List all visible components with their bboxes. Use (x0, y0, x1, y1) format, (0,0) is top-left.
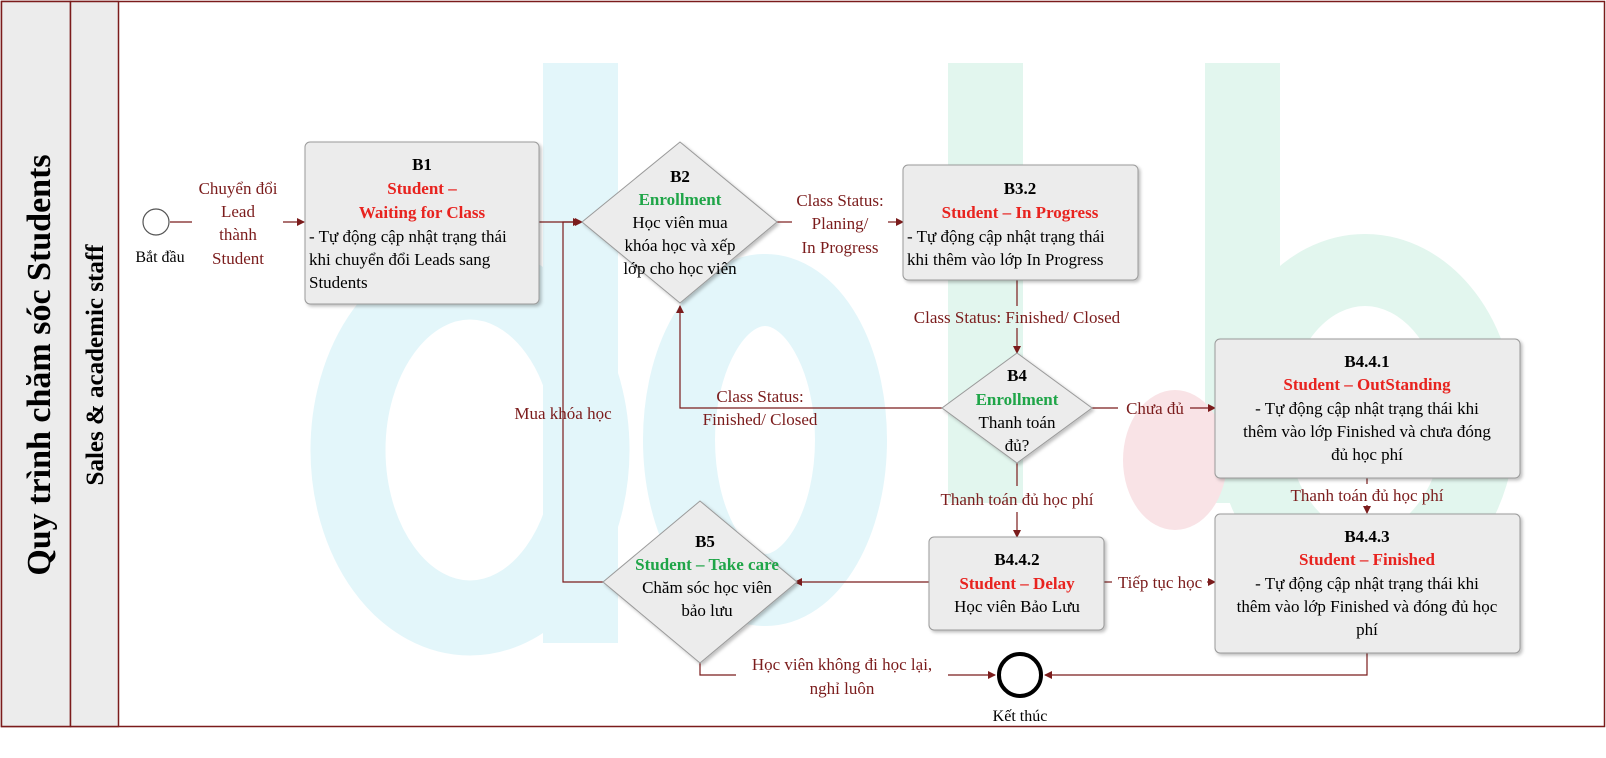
b443-desc-2: thêm vào lớp Finished và đóng đủ học (1237, 597, 1498, 616)
connector-b5-down (699, 663, 736, 676)
label-not-enough: Chưa đủ (1126, 399, 1184, 418)
start-event[interactable] (142, 208, 170, 236)
label-convert-2: Lead (221, 202, 255, 221)
b443-desc-1: - Tự động cập nhật trạng thái khi (1255, 574, 1479, 593)
b4-desc-1: Thanh toán (979, 413, 1056, 432)
b4-title: Enrollment (976, 390, 1059, 409)
task-b1[interactable]: B1 Student – Waiting for Class - Tự động… (304, 141, 540, 305)
task-b4-4-1[interactable]: B4.4.1 Student – OutStanding - Tự động c… (1214, 338, 1521, 479)
b441-title: Student – OutStanding (1283, 375, 1451, 394)
b4-desc-2: đủ? (1005, 436, 1030, 455)
task-b3-2[interactable]: B3.2 Student – In Progress - Tự động cập… (902, 164, 1139, 281)
lane-title: Sales & academic staff (82, 244, 109, 486)
b2-desc-3: lớp cho học viên (623, 259, 737, 278)
end-event[interactable] (997, 652, 1043, 698)
b1-desc-3: Students (309, 273, 368, 292)
b32-desc-1: - Tự động cập nhật trạng thái (907, 227, 1105, 246)
label-class-status-planning-3: In Progress (802, 238, 879, 257)
b443-desc-3: phí (1356, 620, 1378, 639)
b2-id: B2 (670, 167, 690, 186)
b32-id: B3.2 (1004, 179, 1037, 198)
pool-title: Quy trình chăm sóc Students (21, 154, 58, 575)
b1-title-2: Waiting for Class (359, 203, 486, 222)
gateway-b2[interactable]: B2 Enrollment Học viên mua khóa học và x… (581, 141, 778, 304)
b1-desc-2: khi chuyển đổi Leads sang (309, 250, 491, 269)
label-continue: Tiếp tục học (1118, 573, 1203, 592)
task-b4-4-2[interactable]: B4.4.2 Student – Delay Học viên Bảo Lưu (928, 536, 1105, 631)
end-label: Kết thúc (993, 708, 1048, 725)
b1-desc-1: - Tự động cập nhật trạng thái (309, 227, 507, 246)
b32-desc-2: khi thêm vào lớp In Progress (907, 250, 1103, 269)
b2-title: Enrollment (639, 190, 722, 209)
b1-title-1: Student – (387, 179, 457, 198)
connector-b443-end (1044, 653, 1368, 679)
b2-desc-1: Học viên mua (632, 213, 728, 232)
b2-desc-2: khóa học và xếp (625, 236, 736, 255)
b441-desc-2: thêm vào lớp Finished và chưa đóng (1243, 422, 1491, 441)
label-buy-course: Mua khóa học (514, 404, 612, 423)
label-class-status-planning-2: Planing/ (812, 214, 869, 233)
b5-desc-1: Chăm sóc học viên (642, 578, 772, 597)
b4-id: B4 (1007, 366, 1027, 385)
b442-id: B4.4.2 (994, 550, 1039, 569)
b442-desc-1: Học viên Bảo Lưu (954, 597, 1080, 616)
connector-b5-back (562, 218, 603, 583)
b5-title: Student – Take care (635, 555, 779, 574)
start-label: Bắt đầu (135, 249, 184, 266)
label-finished-back-1: Class Status: (716, 387, 803, 406)
label-quit-1: Học viên không đi học lại, (752, 655, 932, 674)
label-convert-4: Student (212, 249, 264, 268)
b1-id: B1 (412, 155, 432, 174)
b442-title: Student – Delay (959, 574, 1075, 593)
label-paid-full-2: Thanh toán đủ học phí (1291, 486, 1444, 505)
label-convert-3: thành (219, 225, 257, 244)
b5-desc-2: bảo lưu (681, 601, 733, 620)
pool-header (0, 0, 72, 728)
b441-id: B4.4.1 (1344, 352, 1389, 371)
gateway-b5[interactable]: B5 Student – Take care Chăm sóc học viên… (602, 500, 798, 664)
label-paid-full: Thanh toán đủ học phí (941, 490, 1094, 509)
label-finished-back-2: Finished/ Closed (703, 410, 818, 429)
label-class-status-finished: Class Status: Finished/ Closed (914, 308, 1121, 327)
connector-b4-back-b2 (676, 305, 942, 409)
b5-id: B5 (695, 532, 715, 551)
b443-id: B4.4.3 (1344, 527, 1389, 546)
label-convert-1: Chuyển đổi (199, 179, 278, 198)
lane-header (69, 0, 120, 728)
label-quit-2: nghỉ luôn (810, 679, 875, 698)
b441-desc-3: đủ học phí (1331, 445, 1403, 464)
b441-desc-1: - Tự động cập nhật trạng thái khi (1255, 399, 1479, 418)
b443-title: Student – Finished (1299, 550, 1436, 569)
gateway-b4[interactable]: B4 Enrollment Thanh toán đủ? (941, 352, 1093, 464)
b32-title: Student – In Progress (942, 203, 1099, 222)
task-b4-4-3[interactable]: B4.4.3 Student – Finished - Tự động cập … (1214, 513, 1521, 654)
label-class-status-planning-1: Class Status: (796, 191, 883, 210)
